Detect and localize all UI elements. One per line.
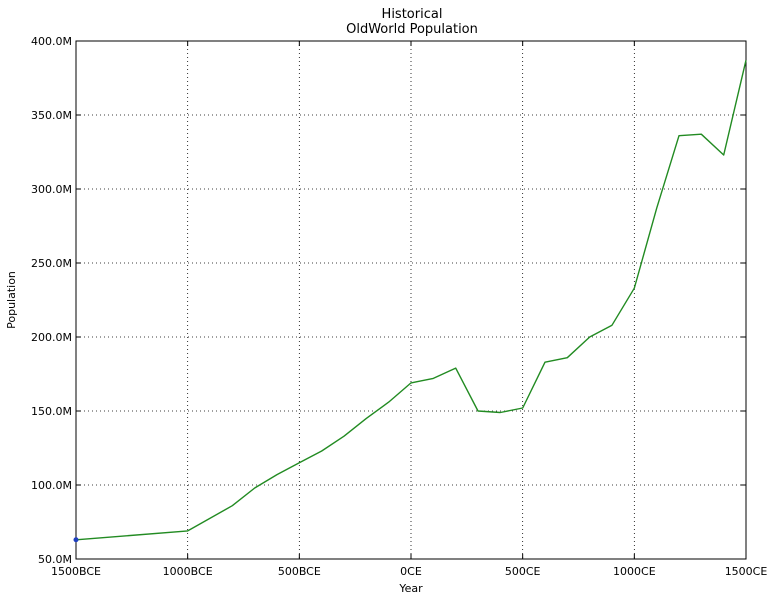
y-axis-label: Population: [5, 271, 18, 329]
x-tick-label: 1000CE: [613, 565, 656, 578]
start-point-marker: [73, 537, 79, 543]
axis-ticks: 1500BCE 1000BCE 500BCE 0CE 500CE 1000CE 1500CE…: [31, 35, 767, 578]
grid-lines: [76, 41, 746, 559]
y-tick-label: 350.0M: [31, 109, 72, 122]
x-tick-label: 1000BCE: [163, 565, 213, 578]
y-tick-label: 50.0M: [38, 553, 72, 566]
y-tick-label: 200.0M: [31, 331, 72, 344]
population-series-line: [75, 60, 747, 541]
x-tick-label: 500BCE: [278, 565, 321, 578]
y-tick-label: 150.0M: [31, 405, 72, 418]
x-tick-label: 1500CE: [725, 565, 768, 578]
y-tick-label: 250.0M: [31, 257, 72, 270]
x-tick-label: 0CE: [400, 565, 422, 578]
y-tick-label: 300.0M: [31, 183, 72, 196]
series-layer: [73, 60, 747, 543]
x-tick-label: 500CE: [505, 565, 541, 578]
y-tick-label: 100.0M: [31, 479, 72, 492]
x-axis-label: Year: [398, 582, 423, 595]
y-tick-label: 400.0M: [31, 35, 72, 48]
x-tick-label: 1500BCE: [51, 565, 101, 578]
chart-title-line-1: Historical: [382, 7, 443, 22]
chart-title: Historical OldWorld Population: [346, 7, 478, 37]
chart-title-line-2: OldWorld Population: [346, 22, 478, 37]
